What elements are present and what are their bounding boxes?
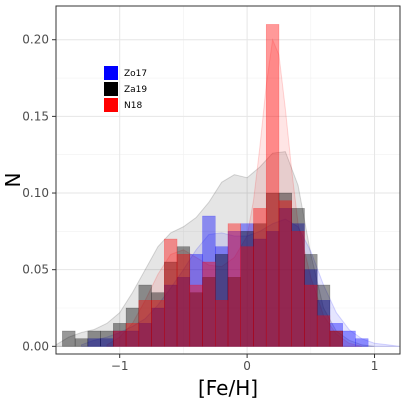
bar-za19 (100, 330, 114, 347)
bar-zo17 (253, 238, 267, 347)
bar-za19 (316, 284, 331, 347)
legend: Zo17 Za19 N18 (104, 66, 147, 112)
legend-label-n18: N18 (124, 101, 142, 111)
bar-n18 (125, 323, 140, 347)
bar-zo17 (265, 231, 280, 347)
plot-panel-border (55, 5, 401, 355)
bar-zo17 (304, 269, 318, 347)
bar-n18 (113, 330, 127, 347)
bar-zo17 (240, 223, 254, 347)
legend-key-n18 (104, 98, 118, 112)
bar-za19 (240, 231, 254, 347)
bar-n18 (304, 284, 318, 347)
bar-za19 (113, 323, 127, 347)
bar-zo17 (176, 277, 191, 347)
bar-zo17 (189, 254, 203, 347)
bar-za19 (151, 292, 165, 347)
bar-zo17 (125, 330, 140, 347)
bar-n18 (227, 223, 241, 347)
bar-za19 (87, 330, 101, 347)
x-tick-label: 1 (371, 359, 379, 373)
density-curves (55, 37, 401, 347)
x-axis-label: [Fe/H] (198, 376, 258, 400)
x-tick-label: 0 (243, 359, 251, 373)
bar-za19 (164, 261, 178, 347)
density-curve-n18 (106, 37, 362, 347)
density-curve-zo17 (80, 218, 401, 347)
density-curve-za19 (55, 151, 375, 347)
bar-za19 (215, 254, 229, 347)
bar-za19 (62, 330, 76, 347)
bar-n18 (265, 24, 280, 347)
bar-za19 (176, 246, 191, 347)
legend-label-zo17: Zo17 (124, 69, 147, 79)
y-axis-label: N (1, 173, 25, 188)
legend-label-za19: Za19 (124, 85, 147, 95)
bar-n18 (202, 261, 216, 347)
grid-lines (56, 6, 400, 354)
bar-zo17 (113, 330, 127, 347)
bar-za19 (291, 208, 305, 347)
bar-zo17 (342, 330, 356, 347)
bar-za19 (278, 192, 292, 347)
bar-za19 (227, 277, 241, 347)
bars-za19 (62, 192, 343, 347)
bar-zo17 (278, 208, 292, 347)
bars-zo17 (87, 208, 369, 347)
bar-n18 (240, 246, 254, 347)
bar-n18 (151, 300, 165, 347)
bar-zo17 (215, 246, 229, 347)
bar-za19 (265, 192, 280, 347)
bar-za19 (202, 277, 216, 347)
bar-zo17 (329, 323, 343, 347)
y-tick-label: 0.00 (22, 339, 49, 353)
y-tick-label: 0.05 (22, 263, 49, 277)
bar-zo17 (355, 338, 369, 347)
y-tick-label: 0.15 (22, 109, 49, 123)
legend-key-zo17 (104, 66, 118, 80)
bar-n18 (215, 300, 229, 347)
bar-za19 (253, 223, 267, 347)
bar-n18 (278, 200, 292, 347)
x-axis-ticks: −1 0 1 (111, 354, 378, 373)
y-axis-ticks: 0.00 0.05 0.10 0.15 0.20 (22, 33, 56, 353)
bar-za19 (125, 307, 140, 347)
x-tick-label: −1 (111, 359, 129, 373)
bar-n18 (329, 330, 343, 347)
bar-zo17 (138, 323, 152, 347)
legend-key-za19 (104, 82, 118, 96)
bar-n18 (316, 315, 331, 347)
bar-n18 (138, 300, 152, 347)
bar-zo17 (151, 307, 165, 347)
bars-n18 (113, 24, 343, 347)
bar-zo17 (202, 215, 216, 347)
bar-za19 (189, 292, 203, 347)
bar-zo17 (316, 300, 331, 347)
bar-zo17 (291, 223, 305, 347)
bar-n18 (176, 254, 191, 347)
bar-n18 (189, 284, 203, 347)
bar-za19 (329, 330, 343, 347)
bar-zo17 (87, 338, 101, 347)
bar-zo17 (100, 338, 114, 347)
y-tick-label: 0.20 (22, 33, 49, 47)
bar-zo17 (227, 231, 241, 347)
bar-za19 (138, 284, 152, 347)
bar-za19 (74, 338, 89, 347)
y-tick-label: 0.10 (22, 186, 49, 200)
bar-n18 (164, 238, 178, 347)
bar-n18 (291, 231, 305, 347)
bar-n18 (253, 208, 267, 347)
histogram-bars (62, 24, 369, 347)
bar-za19 (304, 254, 318, 347)
bar-zo17 (164, 284, 178, 347)
